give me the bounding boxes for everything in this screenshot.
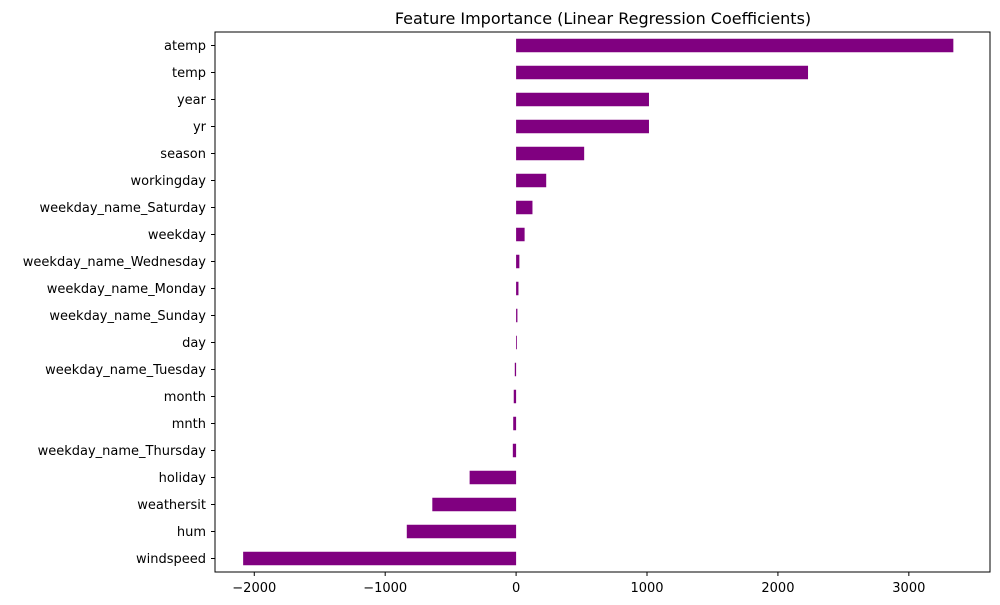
y-tick-label: mnth: [172, 417, 206, 432]
y-tick-label: holiday: [159, 471, 207, 486]
bars-group: [243, 38, 954, 566]
x-tick-label: 0: [512, 581, 520, 596]
chart-title: Feature Importance (Linear Regression Co…: [395, 9, 811, 28]
x-tick-label: −1000: [363, 581, 407, 596]
x-tick-label: 1000: [630, 581, 663, 596]
y-tick-label: day: [182, 336, 206, 351]
y-tick-label: weekday_name_Monday: [47, 282, 207, 297]
y-tick-label: weekday_name_Wednesday: [23, 255, 207, 270]
bar-atemp: [516, 38, 954, 53]
bar-hum: [406, 524, 517, 539]
y-axis-ticks: atemp temp year yr season workingday weekday_n…: [23, 39, 215, 567]
bar-weekday_name_Sunday: [516, 308, 518, 323]
y-tick-label: temp: [172, 66, 206, 81]
x-tick-label: −2000: [232, 581, 276, 596]
y-tick-label: weekday_name_Sunday: [49, 309, 206, 324]
plot-frame: [214, 31, 991, 573]
bar-month: [513, 389, 517, 404]
bar-day: [516, 335, 517, 350]
y-tick-label: weekday_name_Saturday: [39, 201, 206, 216]
bar-weekday: [516, 227, 525, 242]
x-axis-ticks: −2000 −1000 0 1000 2000 3000: [232, 572, 925, 596]
bar-weathersit: [432, 497, 517, 512]
y-tick-label: weathersit: [137, 498, 206, 513]
bar-season: [516, 146, 585, 161]
bar-year: [516, 92, 649, 107]
y-tick-label: workingday: [131, 174, 207, 189]
bar-weekday_name_Thursday: [512, 443, 517, 458]
bar-windspeed: [243, 551, 517, 566]
y-tick-label: month: [164, 390, 206, 405]
y-tick-label: hum: [177, 525, 206, 540]
bar-weekday_name_Saturday: [516, 200, 533, 215]
bar-temp: [516, 65, 809, 80]
y-tick-label: atemp: [164, 39, 206, 54]
bar-weekday_name_Monday: [516, 281, 519, 296]
bar-workingday: [516, 173, 547, 188]
bar-weekday_name_Tuesday: [514, 362, 517, 377]
y-tick-label: weekday_name_Thursday: [38, 444, 207, 459]
bar-mnth: [513, 416, 517, 431]
y-tick-label: year: [177, 93, 207, 108]
y-tick-label: windspeed: [136, 552, 206, 567]
y-tick-label: weekday_name_Tuesday: [45, 363, 206, 378]
bar-weekday_name_Wednesday: [516, 254, 520, 269]
bar-holiday: [469, 470, 517, 485]
x-tick-label: 3000: [892, 581, 925, 596]
y-tick-label: weekday: [148, 228, 206, 243]
x-tick-label: 2000: [761, 581, 794, 596]
y-tick-label: season: [160, 147, 206, 162]
bar-yr: [516, 119, 649, 134]
y-tick-label: yr: [193, 120, 207, 135]
